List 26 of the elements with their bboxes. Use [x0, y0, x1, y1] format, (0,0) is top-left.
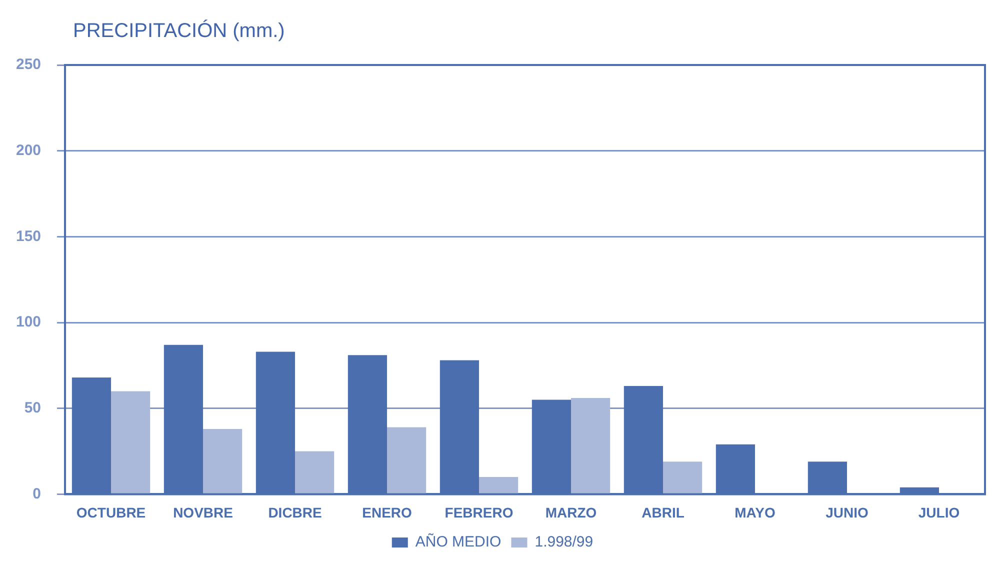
bar — [111, 391, 150, 494]
legend-label: AÑO MEDIO — [415, 532, 502, 551]
chart-title: PRECIPITACIÓN (mm.) — [73, 20, 285, 43]
x-tick-label: DICBRE — [268, 504, 322, 520]
x-tick-label: FEBRERO — [444, 504, 514, 520]
bar — [479, 477, 518, 494]
x-tick-label: ABRIL — [642, 504, 685, 520]
bar — [295, 451, 334, 494]
y-tick-label: 100 — [16, 314, 42, 331]
x-tick-label: ENERO — [362, 504, 412, 520]
x-tick-label: JUNIO — [826, 504, 868, 520]
bar — [663, 462, 702, 494]
x-tick-label: OCTUBRE — [76, 504, 146, 520]
y-tick-label: 200 — [16, 142, 42, 159]
x-tick-label: JULIO — [918, 504, 960, 520]
y-tick-label: 0 — [32, 485, 42, 502]
x-tick-label: MARZO — [545, 504, 597, 520]
x-tick-label: NOVBRE — [173, 504, 233, 520]
bar — [203, 428, 242, 494]
y-tick-label: 150 — [16, 228, 42, 245]
y-tick-label: 250 — [16, 56, 42, 74]
x-tick-label: MAYO — [734, 504, 776, 520]
y-tick-label: 50 — [24, 400, 42, 416]
bar — [387, 427, 426, 494]
bar — [571, 398, 610, 494]
legend-label: 1.998/99 — [534, 534, 594, 551]
